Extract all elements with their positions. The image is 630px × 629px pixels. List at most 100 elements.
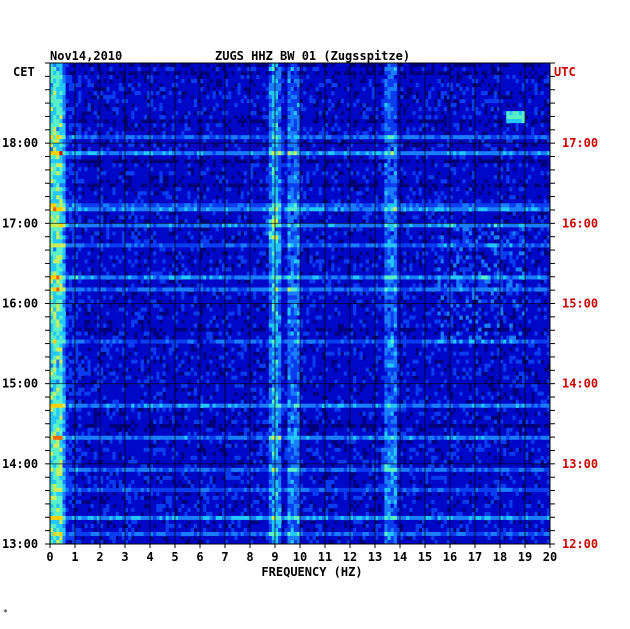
heatmap-cell — [490, 195, 495, 200]
heatmap-cell — [334, 191, 338, 196]
heatmap-cell — [93, 179, 98, 184]
heatmap-cell — [512, 195, 516, 200]
heatmap-cell — [493, 207, 498, 212]
heatmap-cell — [393, 111, 398, 116]
heatmap-cell — [368, 99, 373, 104]
heatmap-cell — [53, 203, 57, 208]
heatmap-cell — [240, 135, 245, 140]
heatmap-cell — [68, 179, 73, 184]
heatmap-cell — [265, 199, 270, 204]
heatmap-cell — [525, 79, 529, 84]
heatmap-cell — [275, 195, 279, 200]
heatmap-cell — [418, 79, 423, 84]
heatmap-cell — [275, 163, 279, 168]
heatmap-cell — [259, 151, 263, 156]
heatmap-cell — [425, 103, 429, 108]
heatmap-cell — [381, 127, 385, 132]
heatmap-cell — [493, 167, 498, 172]
heatmap-cell — [515, 131, 520, 136]
heatmap-cell — [178, 91, 182, 96]
heatmap-cell — [50, 175, 54, 180]
heatmap-cell — [350, 167, 354, 172]
heatmap-cell — [96, 151, 101, 156]
heatmap-cell — [281, 63, 285, 68]
heatmap-cell — [146, 187, 151, 192]
heatmap-cell — [528, 179, 532, 184]
heatmap-cell — [187, 67, 191, 72]
heatmap-cell — [293, 207, 298, 212]
heatmap-cell — [475, 91, 479, 96]
heatmap-cell — [493, 163, 498, 168]
heatmap-cell — [265, 151, 270, 156]
heatmap-cell — [496, 187, 501, 192]
heatmap-cell — [221, 75, 226, 80]
heatmap-cell — [100, 163, 104, 168]
heatmap-cell — [178, 99, 182, 104]
heatmap-cell — [253, 87, 257, 92]
heatmap-cell — [300, 135, 304, 140]
heatmap-cell — [75, 71, 79, 76]
heatmap-cell — [243, 111, 248, 116]
heatmap-cell — [375, 139, 379, 144]
heatmap-cell — [71, 139, 76, 144]
heatmap-cell — [421, 143, 426, 148]
heatmap-cell — [496, 99, 501, 104]
heatmap-cell — [128, 147, 132, 152]
heatmap-cell — [428, 79, 432, 84]
heatmap-cell — [184, 95, 188, 100]
heatmap-cell — [375, 67, 379, 72]
heatmap-cell — [78, 203, 82, 208]
heatmap-cell — [396, 147, 401, 152]
heatmap-cell — [168, 83, 173, 88]
heatmap-cell — [325, 135, 329, 140]
heatmap-cell — [534, 67, 538, 72]
heatmap-cell — [518, 123, 523, 128]
heatmap-cell — [334, 119, 338, 124]
heatmap-cell — [525, 163, 529, 168]
heatmap-cell — [171, 135, 176, 140]
heatmap-cell — [434, 111, 438, 116]
heatmap-cell — [140, 107, 145, 112]
heatmap-cell — [365, 111, 370, 116]
heatmap-cell — [496, 63, 501, 68]
heatmap-cell — [356, 115, 360, 120]
heatmap-cell — [53, 115, 57, 120]
heatmap-cell — [218, 75, 223, 80]
heatmap-cell — [387, 191, 391, 196]
heatmap-cell — [275, 71, 279, 76]
heatmap-cell — [212, 131, 216, 136]
heatmap-cell — [534, 79, 538, 84]
heatmap-cell — [93, 103, 98, 108]
heatmap-cell — [134, 179, 138, 184]
heatmap-cell — [78, 103, 82, 108]
heatmap-cell — [337, 63, 341, 68]
heatmap-cell — [518, 203, 523, 208]
heatmap-cell — [353, 103, 357, 108]
heatmap-cell — [250, 195, 254, 200]
heatmap-cell — [153, 115, 157, 120]
heatmap-cell — [93, 175, 98, 180]
heatmap-cell — [250, 87, 254, 92]
heatmap-cell — [343, 95, 348, 100]
heatmap-cell — [387, 107, 391, 112]
heatmap-cell — [150, 207, 154, 212]
heatmap-cell — [512, 135, 516, 140]
heatmap-cell — [125, 211, 129, 216]
heatmap-cell — [393, 195, 398, 200]
heatmap-cell — [212, 63, 216, 68]
heatmap-cell — [118, 95, 123, 100]
heatmap-cell — [403, 187, 407, 192]
heatmap-cell — [390, 123, 395, 128]
heatmap-cell — [78, 163, 82, 168]
heatmap-cell — [362, 135, 366, 140]
heatmap-cell — [415, 111, 420, 116]
heatmap-cell — [93, 171, 98, 176]
heatmap-cell — [287, 203, 291, 208]
heatmap-cell — [393, 99, 398, 104]
heatmap-cell — [384, 159, 388, 164]
heatmap-cell — [121, 87, 126, 92]
heatmap-cell — [150, 151, 154, 156]
heatmap-cell — [140, 199, 145, 204]
heatmap-cell — [515, 167, 520, 172]
heatmap-cell — [296, 159, 301, 164]
